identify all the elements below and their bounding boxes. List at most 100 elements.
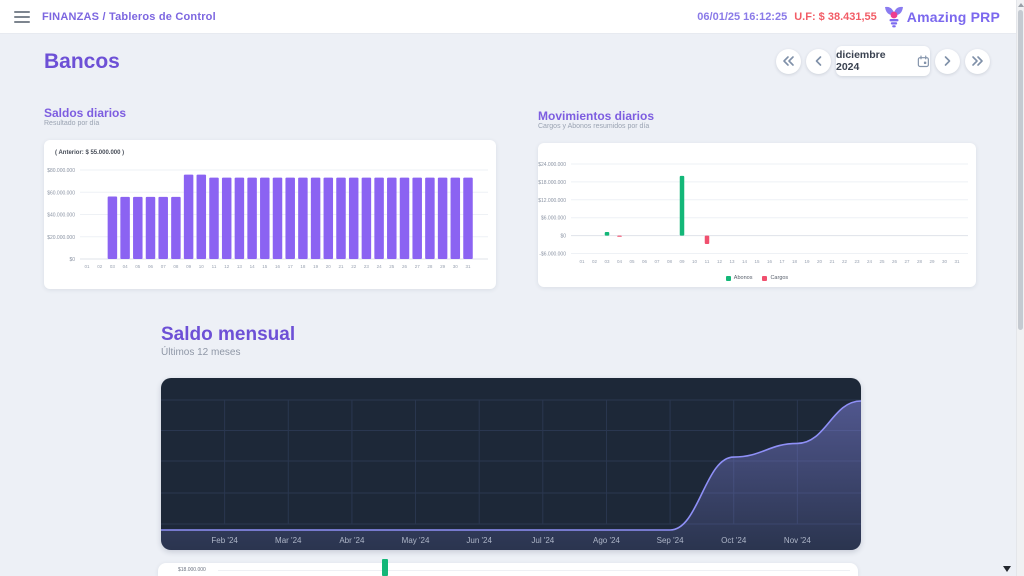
- svg-text:Jul '24: Jul '24: [531, 536, 554, 545]
- dropdown-arrow-icon[interactable]: [1003, 566, 1011, 572]
- svg-text:31: 31: [954, 259, 960, 264]
- svg-text:Jun '24: Jun '24: [466, 536, 492, 545]
- cargos-swatch-icon: [762, 275, 768, 281]
- scrollbar-thumb[interactable]: [1018, 10, 1023, 330]
- svg-text:-$6.000.000: -$6.000.000: [539, 252, 566, 258]
- svg-text:13: 13: [237, 264, 243, 269]
- bottom-chart-ytick: $18.000.000: [178, 567, 206, 573]
- abonos-swatch-icon: [725, 275, 731, 281]
- svg-text:31: 31: [465, 264, 471, 269]
- svg-text:Ago '24: Ago '24: [593, 536, 620, 545]
- svg-text:17: 17: [779, 259, 785, 264]
- prev-period-button[interactable]: [806, 48, 831, 74]
- svg-text:07: 07: [654, 259, 660, 264]
- datetime-label: 06/01/25 16:12:25: [697, 11, 788, 23]
- svg-text:Nov '24: Nov '24: [784, 536, 811, 545]
- svg-text:18: 18: [300, 264, 306, 269]
- svg-text:01: 01: [84, 264, 90, 269]
- legend-label-cargos: Cargos: [770, 275, 789, 281]
- svg-text:15: 15: [262, 264, 268, 269]
- mensual-section-title: Saldo mensual: [161, 324, 296, 345]
- saldo-anterior-label: ( Anterior: $ 55.000.000 ): [55, 150, 125, 156]
- svg-text:05: 05: [629, 259, 635, 264]
- svg-text:25: 25: [389, 264, 395, 269]
- svg-text:28: 28: [427, 264, 433, 269]
- svg-text:27: 27: [415, 264, 421, 269]
- svg-text:06: 06: [642, 259, 648, 264]
- svg-text:11: 11: [705, 259, 710, 264]
- svg-text:23: 23: [854, 259, 860, 264]
- menu-icon[interactable]: [14, 11, 30, 23]
- svg-text:26: 26: [402, 264, 408, 269]
- movimientos-legend: Abonos Cargos: [538, 275, 976, 281]
- svg-text:$0: $0: [560, 234, 566, 240]
- next-period-button[interactable]: [935, 48, 960, 74]
- svg-text:25: 25: [879, 259, 885, 264]
- brand-name: Amazing PRP: [906, 9, 1000, 25]
- mensual-section-subtitle: Últimos 12 meses: [161, 347, 241, 358]
- svg-text:12: 12: [224, 264, 230, 269]
- month-picker[interactable]: diciembre 2024: [836, 46, 930, 76]
- svg-text:08: 08: [173, 264, 179, 269]
- bottom-chart-gridline: [218, 570, 850, 571]
- svg-text:21: 21: [829, 259, 835, 264]
- svg-text:07: 07: [161, 264, 167, 269]
- legend-item-abonos[interactable]: Abonos: [725, 275, 752, 281]
- svg-text:04: 04: [617, 259, 623, 264]
- svg-text:22: 22: [842, 259, 848, 264]
- svg-text:19: 19: [313, 264, 319, 269]
- svg-text:$24.000.000: $24.000.000: [538, 162, 566, 168]
- chevron-left-icon: [815, 56, 822, 66]
- svg-text:15: 15: [754, 259, 760, 264]
- uf-value-label: U.F: $ 38.431,55: [794, 11, 877, 23]
- svg-text:23: 23: [364, 264, 370, 269]
- svg-text:30: 30: [942, 259, 948, 264]
- breadcrumb[interactable]: FINANZAS / Tableros de Control: [42, 11, 216, 23]
- saldos-section-subtitle: Resultado por día: [44, 120, 100, 127]
- svg-text:May '24: May '24: [402, 536, 430, 545]
- svg-text:04: 04: [123, 264, 129, 269]
- scrollbar-up-icon[interactable]: [1018, 3, 1024, 7]
- svg-text:22: 22: [351, 264, 357, 269]
- svg-text:$40.000.000: $40.000.000: [47, 213, 75, 219]
- svg-text:06: 06: [148, 264, 154, 269]
- bee-logo-icon: [884, 6, 903, 28]
- first-period-button[interactable]: [776, 48, 801, 74]
- scrollbar-track[interactable]: [1016, 0, 1024, 576]
- last-period-button[interactable]: [965, 48, 990, 74]
- movimientos-bar-chart[interactable]: $24.000.000 $18.000.000 $12.000.000 $6.000.…: [538, 143, 976, 275]
- svg-text:14: 14: [742, 259, 748, 264]
- svg-text:03: 03: [604, 259, 610, 264]
- bottom-chart-green-bar[interactable]: [382, 559, 388, 576]
- svg-text:20: 20: [817, 259, 823, 264]
- svg-text:05: 05: [135, 264, 141, 269]
- saldos-bar-chart[interactable]: $80.000.000 $60.000.000 $40.000.000 $20.000…: [44, 140, 496, 289]
- date-navigation: diciembre 2024: [776, 46, 990, 76]
- bottom-chart-card: $18.000.000: [158, 559, 858, 576]
- month-picker-value: diciembre 2024: [836, 49, 886, 73]
- movimientos-chart-card: $24.000.000 $18.000.000 $12.000.000 $6.000.…: [538, 143, 976, 287]
- svg-text:29: 29: [440, 264, 446, 269]
- legend-item-cargos[interactable]: Cargos: [762, 275, 788, 281]
- chevron-right-icon: [944, 56, 951, 66]
- mensual-area-chart[interactable]: Feb '24 Mar '24 Abr '24 May '24 Jun '24 Jul '…: [161, 378, 861, 550]
- brand-logo: Amazing PRP: [884, 6, 1000, 28]
- svg-text:11: 11: [212, 264, 217, 269]
- svg-text:16: 16: [275, 264, 281, 269]
- svg-text:$6.000.000: $6.000.000: [541, 216, 566, 222]
- svg-text:24: 24: [377, 264, 383, 269]
- svg-text:$80.000.000: $80.000.000: [47, 168, 75, 174]
- mensual-chart-card: Feb '24 Mar '24 Abr '24 May '24 Jun '24 Jul '…: [161, 378, 861, 550]
- chevrons-right-icon: [972, 56, 983, 66]
- svg-text:12: 12: [717, 259, 723, 264]
- saldos-section-title: Saldos diarios: [44, 106, 127, 120]
- svg-text:26: 26: [892, 259, 898, 264]
- svg-text:17: 17: [288, 264, 294, 269]
- topbar: FINANZAS / Tableros de Control 06/01/25 …: [0, 0, 1024, 34]
- svg-text:13: 13: [729, 259, 735, 264]
- svg-text:30: 30: [453, 264, 459, 269]
- movimientos-section-title: Movimientos diarios: [538, 109, 655, 123]
- svg-text:18: 18: [792, 259, 798, 264]
- svg-text:28: 28: [917, 259, 923, 264]
- svg-text:09: 09: [186, 264, 192, 269]
